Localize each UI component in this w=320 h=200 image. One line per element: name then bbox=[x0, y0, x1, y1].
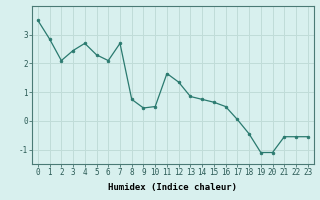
X-axis label: Humidex (Indice chaleur): Humidex (Indice chaleur) bbox=[108, 183, 237, 192]
